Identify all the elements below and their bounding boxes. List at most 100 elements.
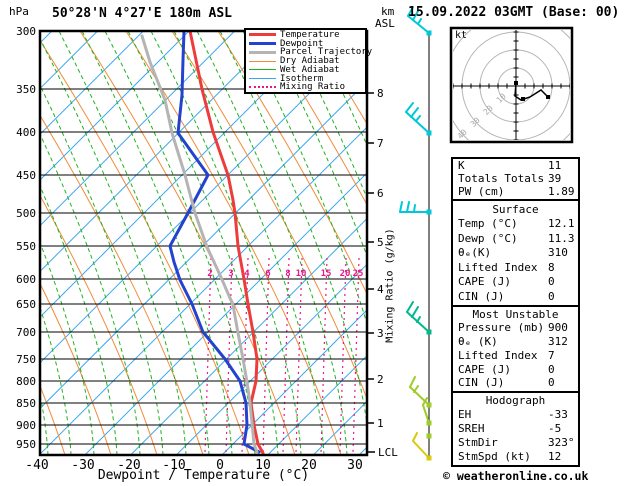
wet-adiabat-line: [41, 187, 118, 454]
stats-label: Dewp (°C): [458, 231, 518, 245]
stats-row: Pressure (mb) 900: [453, 322, 578, 334]
isotherm-line: [222, 310, 366, 454]
page-title: 50°28'N 4°27'E 180m ASL: [52, 6, 233, 21]
dry-adiabat-line: [41, 284, 112, 454]
mixing-ratio-line: [295, 257, 303, 454]
mixing-ratio-line: [320, 257, 328, 454]
stats-table: Hodograph EH -33 SREH -5 StmDir 323° StmSpd (kt…: [451, 391, 580, 467]
mixing-ratio-line: [225, 257, 233, 454]
stats-value: 310: [548, 246, 568, 259]
stats-row: StmSpd (kt) 12: [453, 451, 578, 463]
hodograph-trace: [514, 82, 549, 101]
mixing-ratio-line: [282, 257, 290, 454]
legend-item: Dry Adiabat: [246, 57, 365, 66]
legend-item: Dewpoint: [246, 39, 365, 48]
stats-row: StmDir 323°: [453, 437, 578, 449]
stats-label: Lifted Index: [458, 348, 538, 362]
mixing-ratio-line: [204, 257, 212, 454]
x-axis-title: Dewpoint / Temperature (°C): [97, 468, 310, 483]
stats-table: Most Unstable Pressure (mb) 900 θₑ (K) 312 Li…: [451, 305, 580, 393]
wet-adiabat-line: [41, 397, 49, 454]
stats-row: CIN (J) 0: [453, 290, 578, 303]
stats-label: EH: [458, 408, 472, 421]
stats-row: SREH -5: [453, 423, 578, 435]
stats-row: Dewp (°C) 11.3: [453, 231, 578, 245]
km-tick-label: 3: [377, 327, 384, 340]
stats-row: CAPE (J) 0: [453, 362, 578, 376]
wet-adiabat-line: [173, 32, 325, 454]
stats-label: Temp (°C): [458, 217, 518, 230]
temp-tick-label: 30: [347, 458, 363, 473]
temp-tick-label: 20: [301, 458, 317, 473]
isotherm-line: [41, 127, 366, 454]
pressure-tick-label: 950: [16, 438, 36, 451]
mixing-ratio-value-label: 3: [228, 269, 233, 279]
dry-adiabat-line: [264, 32, 366, 204]
wind-barb: [407, 6, 432, 36]
mixing-ratio-value-label: 20: [340, 269, 351, 279]
legend-label: Wet Adiabat: [280, 64, 340, 75]
dry-adiabat-line: [218, 32, 366, 293]
legend-item: Parcel Trajectory: [246, 48, 372, 57]
isotherm-line: [85, 173, 366, 454]
stats-value: 11.3: [548, 231, 575, 245]
stats-table: K 11 Totals Totals 39 PW (cm) 1.89: [451, 157, 580, 201]
pressure-tick-label: 550: [16, 240, 36, 253]
wind-barb: [409, 376, 432, 408]
pressure-tick-label: 450: [16, 169, 36, 182]
km-tick-label: 2: [377, 373, 384, 386]
wet-adiabat-line: [41, 39, 187, 454]
wind-barb: [426, 433, 432, 439]
temp-tick-label: 10: [255, 458, 271, 473]
wet-adiabat-line: [41, 135, 141, 454]
stats-table-title: Most Unstable: [472, 307, 559, 321]
hodograph-trace-marker: [514, 81, 518, 85]
stats-table: Surface Temp (°C) 12.1 Dewp (°C) 11.3 θₑ(K) 31…: [451, 199, 580, 307]
stats-value: 12.1: [548, 217, 575, 230]
stats-label: Pressure (mb): [458, 321, 545, 335]
km-tick-label: 8: [377, 87, 384, 100]
stats-row: EH -33: [453, 409, 578, 421]
legend-item: Temperature: [246, 30, 365, 39]
stats-value: 8: [548, 260, 555, 274]
pressure-tick-label: 850: [16, 397, 36, 410]
stats-table-title: Surface: [492, 202, 539, 216]
dewpoint-curve: [168, 32, 261, 454]
legend-label: Isotherm: [280, 73, 324, 84]
wind-barb: [405, 102, 432, 136]
legend-item: Isotherm: [246, 73, 365, 84]
stats-value: 1.89: [548, 185, 575, 198]
legend-label: Parcel Trajectory: [280, 47, 373, 58]
dry-adiabat-line: [41, 41, 250, 454]
hodograph-trace-marker: [546, 95, 550, 99]
legend-item: Mixing Ratio: [246, 83, 365, 92]
mixing-ratio-line: [352, 257, 360, 454]
mixing-ratio-value-label: 6: [265, 269, 270, 279]
stats-row: CAPE (J) 0: [453, 276, 578, 288]
wind-barb: [399, 201, 432, 215]
wet-adiabat-line: [196, 32, 348, 454]
km-tick-label: 7: [377, 137, 384, 150]
pressure-tick-label: 800: [16, 375, 36, 388]
stats-label: SREH: [458, 422, 485, 435]
parcel-trajectory-curve: [140, 34, 259, 454]
wet-adiabat-line: [127, 32, 279, 454]
plot-border: [38, 29, 369, 457]
wind-barb: [412, 432, 432, 461]
km-tick-label: 5: [377, 236, 384, 249]
wind-barb-marker: [426, 329, 432, 335]
legend-box: Temperature Dewpoint Parcel Trajectory Dry …: [244, 28, 372, 94]
stats-row: K 11: [453, 160, 578, 172]
wind-barb-marker: [426, 433, 432, 439]
pressure-unit-label: hPa: [9, 5, 29, 18]
stats-row: θₑ (K) 312: [453, 336, 578, 348]
mixing-ratio-value-label: 8: [285, 269, 290, 279]
isotherm-line: [41, 32, 326, 317]
legend-swatch: [249, 50, 276, 54]
stats-value: 11: [548, 159, 562, 172]
wet-adiabat-line: [41, 86, 164, 454]
wind-barb-marker: [426, 402, 432, 408]
stats-label: CAPE (J): [458, 362, 511, 376]
